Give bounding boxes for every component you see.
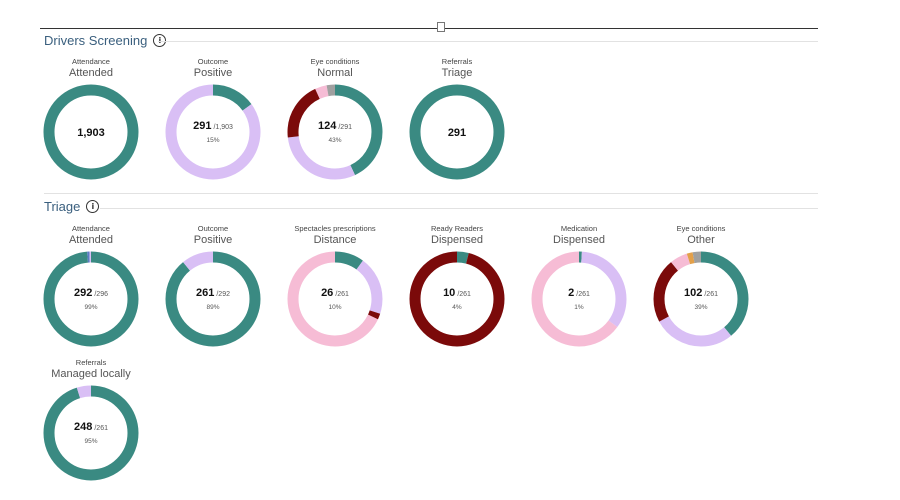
chart-selected-value: Normal	[317, 67, 353, 79]
section-title-drivers-screening: Drivers Screening i	[44, 33, 167, 48]
donut-segment-5	[653, 251, 749, 347]
chart-label: Medication	[560, 224, 598, 233]
donut-segment-0	[43, 84, 139, 180]
donut-chart-attendance: Attendance Attended 1,903	[31, 57, 151, 182]
donut-segment-2	[43, 251, 139, 347]
donut-svg: 248/261 95%	[43, 385, 139, 481]
chart-selected-value: Attended	[68, 234, 114, 246]
donut-svg: 2/261 1%	[531, 251, 627, 347]
donut-chart-spectacles-prescriptions: Spectacles prescriptions Distance 26/261…	[275, 224, 395, 349]
donut-segment-4	[287, 84, 383, 180]
donut-center-value: 1,903	[77, 127, 105, 139]
donut-segment-2	[653, 251, 749, 347]
donut-segment-1	[409, 251, 505, 347]
donut-svg: 102/261 39%	[653, 251, 749, 347]
donut-chart-referrals: Referrals Triage 291	[397, 57, 517, 182]
top-divider-line	[40, 28, 818, 29]
donut-segment-0	[165, 251, 261, 347]
donut-segment-0	[409, 84, 505, 180]
donut-svg: 124/291 43%	[287, 84, 383, 180]
donut-chart-ready-readers: Ready Readers Dispensed 10/261 4%	[397, 224, 517, 349]
chart-selected-value: Managed locally	[51, 368, 131, 380]
donut-segment-1	[165, 251, 261, 347]
section-divider	[100, 208, 818, 209]
section-divider	[158, 41, 818, 42]
donut-segment-1	[165, 84, 261, 180]
donut-center-value: 102/261	[684, 287, 718, 299]
donut-svg: 291	[409, 84, 505, 180]
chart-label: Ready Readers	[430, 224, 484, 233]
donut-center-value: 10/261	[443, 287, 471, 299]
donut-chart-eye-conditions: Eye conditions Other 102/261 39%	[641, 224, 761, 349]
donut-center-percent: 1%	[574, 304, 584, 311]
chart-label: Outcome	[197, 57, 229, 66]
donut-svg: 10/261 4%	[409, 251, 505, 347]
donut-chart-medication: Medication Dispensed 2/261 1%	[519, 224, 639, 349]
donut-center-value: 292/296	[74, 287, 108, 299]
chart-selected-value: Attended	[68, 67, 114, 79]
chart-selected-value: Distance	[313, 234, 357, 246]
chart-label: Attendance	[72, 57, 110, 66]
section-title-triage: Triage i	[44, 199, 100, 214]
donut-segment-0	[43, 385, 139, 481]
chart-selected-value: Positive	[193, 234, 233, 246]
chart-label: Referrals	[441, 57, 473, 66]
donut-segment-1	[287, 84, 383, 180]
section-separator	[44, 193, 818, 194]
donut-segment-2	[531, 251, 627, 347]
chart-label: Eye conditions	[310, 57, 360, 66]
donut-center-percent: 4%	[452, 304, 462, 311]
donut-center-value: 248/261	[74, 421, 108, 433]
donut-svg: 261/292 89%	[165, 251, 261, 347]
donut-center-value: 261/292	[196, 287, 230, 299]
chart-label: Spectacles prescriptions	[294, 224, 376, 233]
donut-segment-0	[43, 251, 139, 347]
donut-segment-1	[531, 251, 627, 347]
donut-segment-1	[43, 385, 139, 481]
donut-svg: 26/261 10%	[287, 251, 383, 347]
donut-chart-attendance: Attendance Attended 292/296 99%	[31, 224, 151, 349]
chart-selected-value: Positive	[193, 67, 233, 79]
chart-label: Eye conditions	[676, 224, 726, 233]
donut-center-percent: 89%	[206, 304, 219, 311]
donut-chart-outcome: Outcome Positive 261/292 89%	[153, 224, 273, 349]
donut-center-percent: 99%	[84, 304, 97, 311]
donut-chart-eye-conditions: Eye conditions Normal 124/291 43%	[275, 57, 395, 182]
donut-svg: 291/1,903 15%	[165, 84, 261, 180]
donut-svg: 1,903	[43, 84, 139, 180]
chart-label: Outcome	[197, 224, 229, 233]
donut-segment-1	[653, 251, 749, 347]
donut-center-percent: 15%	[206, 137, 219, 144]
chart-selected-value: Dispensed	[553, 234, 605, 246]
donut-center-value: 124/291	[318, 120, 352, 132]
chart-label: Attendance	[72, 224, 110, 233]
info-icon[interactable]: i	[153, 34, 167, 47]
resize-handle[interactable]	[437, 22, 445, 32]
chart-selected-value: Triage	[441, 67, 473, 79]
donut-center-value: 291/1,903	[193, 120, 233, 132]
donut-center-value: 291	[448, 127, 466, 139]
donut-center-percent: 10%	[328, 304, 341, 311]
donut-center-percent: 95%	[84, 438, 97, 445]
donut-chart-outcome: Outcome Positive 291/1,903 15%	[153, 57, 273, 182]
section-title-text: Triage	[44, 199, 81, 214]
donut-center-percent: 39%	[694, 304, 707, 311]
chart-selected-value: Other	[687, 234, 715, 246]
donut-svg: 292/296 99%	[43, 251, 139, 347]
donut-chart-referrals: Referrals Managed locally 248/261 95%	[31, 358, 151, 483]
chart-selected-value: Dispensed	[431, 234, 483, 246]
chart-label: Referrals	[75, 358, 107, 367]
donut-segment-3	[287, 251, 383, 347]
donut-center-value: 26/261	[321, 287, 349, 299]
donut-segment-1	[287, 251, 383, 347]
donut-center-percent: 43%	[328, 137, 341, 144]
section-title-text: Drivers Screening	[44, 33, 148, 48]
info-icon[interactable]: i	[86, 200, 100, 213]
donut-center-value: 2/261	[568, 287, 590, 299]
donut-segment-2	[287, 84, 383, 180]
